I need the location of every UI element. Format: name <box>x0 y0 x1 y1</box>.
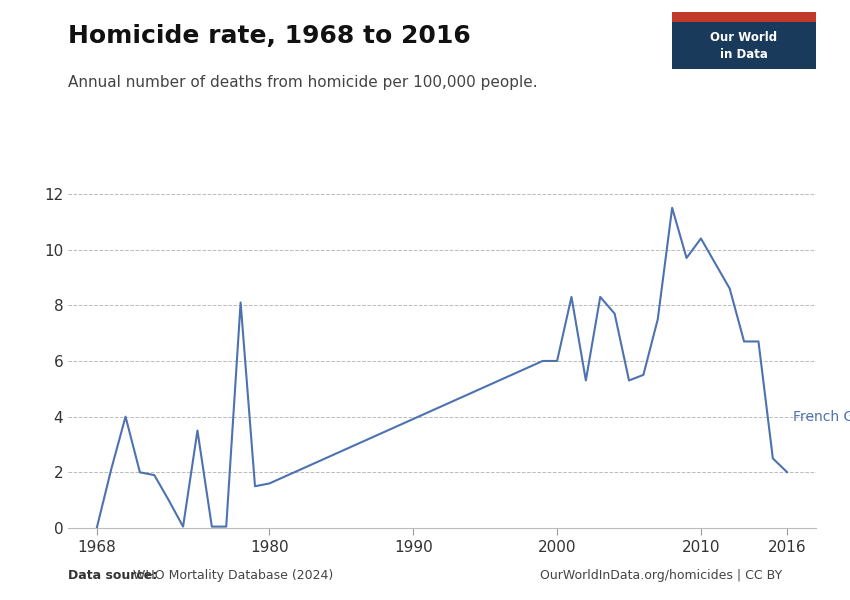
Text: OurWorldInData.org/homicides | CC BY: OurWorldInData.org/homicides | CC BY <box>540 569 782 582</box>
Text: WHO Mortality Database (2024): WHO Mortality Database (2024) <box>129 569 333 582</box>
Text: French Guiana: French Guiana <box>793 410 850 424</box>
Text: in Data: in Data <box>720 48 768 61</box>
Text: Homicide rate, 1968 to 2016: Homicide rate, 1968 to 2016 <box>68 24 471 48</box>
Text: Our World: Our World <box>711 31 777 44</box>
Text: Data source:: Data source: <box>68 569 157 582</box>
Text: Annual number of deaths from homicide per 100,000 people.: Annual number of deaths from homicide pe… <box>68 75 537 90</box>
